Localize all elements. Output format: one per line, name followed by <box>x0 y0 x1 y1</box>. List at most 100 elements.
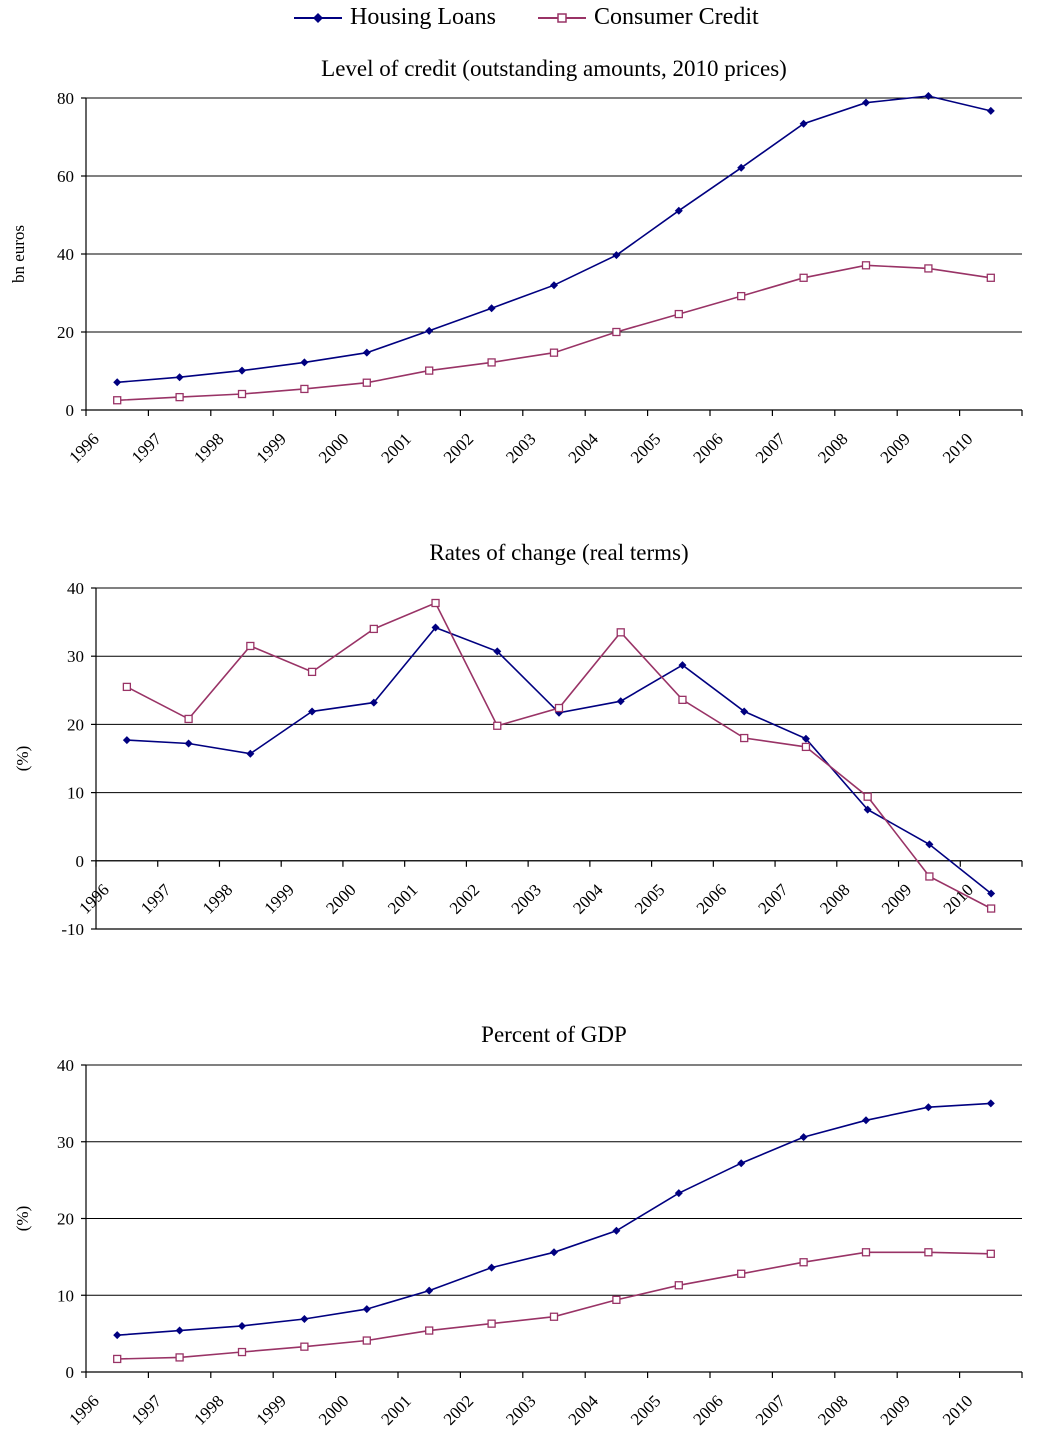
data-point-housing-loans <box>122 736 131 745</box>
x-tick-label: 2005 <box>631 880 668 917</box>
legend-swatch-housing-loans <box>294 12 342 23</box>
x-tick-label: 1998 <box>190 1391 227 1428</box>
chart-title: Rates of change (real terms) <box>429 540 688 565</box>
data-point-housing-loans <box>612 1226 621 1235</box>
x-tick-label: 2002 <box>440 1391 477 1428</box>
y-tick-label: 0 <box>66 1363 75 1382</box>
y-tick-label: 40 <box>57 1056 74 1075</box>
data-point-housing-loans <box>799 1133 808 1142</box>
chart-percent-of-gdp-svg: Percent of GDP (%) 0 10 20 30 40 1996 1997 1998 19… <box>13 1022 1023 1429</box>
chart-level-of-credit: Level of credit (outstanding amounts, 20… <box>0 40 1045 480</box>
data-point-housing-loans <box>300 358 309 367</box>
data-point-housing-loans <box>238 366 246 375</box>
x-tick-label: 1997 <box>128 1391 166 1429</box>
data-point-housing-loans <box>238 1321 246 1330</box>
y-tick-label: 20 <box>67 715 84 734</box>
chart-legend: Housing Loans Consumer Credit <box>0 0 1045 40</box>
data-point-housing-loans <box>986 1099 995 1108</box>
data-point-housing-loans <box>425 1286 434 1295</box>
x-tick-label: 1998 <box>190 429 227 466</box>
x-tick-label: 2008 <box>814 429 851 466</box>
y-tick-label: 30 <box>67 647 84 666</box>
data-point-housing-loans <box>799 119 808 128</box>
data-point-consumer-credit <box>554 703 564 713</box>
chart-percent-of-gdp: Percent of GDP (%) 0 10 20 30 40 1996 1997 1998 19… <box>0 1010 1045 1431</box>
x-tick-label: 2005 <box>627 429 664 466</box>
y-tick-label: 80 <box>57 89 74 108</box>
y-tick-label: 10 <box>57 1286 74 1305</box>
data-point-consumer-credit <box>113 1354 122 1364</box>
data-point-consumer-credit <box>801 742 811 752</box>
data-point-consumer-credit <box>184 714 193 724</box>
x-tick-label: 2004 <box>569 880 607 918</box>
data-point-housing-loans <box>113 1331 122 1340</box>
data-point-housing-loans <box>862 1116 870 1125</box>
x-tick-label: 2009 <box>878 880 915 917</box>
data-point-consumer-credit <box>674 309 683 319</box>
chart-title: Percent of GDP <box>481 1022 627 1047</box>
data-point-consumer-credit <box>307 667 317 677</box>
chart-level-of-credit-svg: Level of credit (outstanding amounts, 20… <box>9 56 1023 467</box>
data-point-housing-loans <box>986 106 995 115</box>
series-line-housing-loans <box>126 626 992 895</box>
chart-title: Level of credit (outstanding amounts, 20… <box>321 56 787 81</box>
data-point-consumer-credit <box>175 1353 184 1362</box>
data-point-housing-loans <box>924 92 933 101</box>
x-tick-label: 1999 <box>261 880 298 917</box>
x-tick-label: 1997 <box>137 880 175 918</box>
data-point-consumer-credit <box>425 366 434 375</box>
x-tick-label: 2002 <box>446 880 483 917</box>
data-point-housing-loans <box>924 1103 933 1112</box>
data-point-consumer-credit <box>986 273 995 282</box>
x-tick-label: 2006 <box>693 880 730 917</box>
data-point-consumer-credit <box>863 792 872 801</box>
x-tick-label: 2002 <box>440 429 477 466</box>
data-point-consumer-credit <box>924 1248 933 1257</box>
x-tick-label: 1998 <box>199 880 236 917</box>
x-tick-label: 2010 <box>939 429 976 466</box>
y-axis-label: bn euros <box>9 225 28 283</box>
data-point-consumer-credit <box>362 1336 371 1345</box>
data-point-consumer-credit <box>431 598 440 608</box>
series-line-housing-loans <box>117 95 991 384</box>
x-tick-label: 2006 <box>689 1391 726 1428</box>
chart-rates-of-change-svg: Rates of change (real terms) (%) -10 0 10 20 3… <box>13 540 1023 939</box>
legend-swatch-consumer-credit <box>538 12 586 23</box>
data-point-housing-loans <box>862 98 870 107</box>
data-point-housing-loans <box>175 1326 184 1335</box>
x-tick-label: 2001 <box>377 1391 414 1428</box>
chart-rates-of-change: Rates of change (real terms) (%) -10 0 10 20 3… <box>0 530 1045 950</box>
data-point-housing-loans <box>674 1189 683 1198</box>
data-point-consumer-credit <box>237 389 247 399</box>
data-point-housing-loans <box>431 623 440 632</box>
y-axis-label: (%) <box>13 746 32 771</box>
data-point-housing-loans <box>300 1315 309 1324</box>
y-tick-label: 30 <box>57 1133 74 1152</box>
data-point-housing-loans <box>246 749 255 758</box>
data-point-housing-loans <box>612 251 621 260</box>
x-tick-label: 2007 <box>752 1391 790 1429</box>
data-point-housing-loans <box>493 647 502 656</box>
x-tick-label: 2009 <box>877 1391 914 1428</box>
data-point-consumer-credit <box>924 264 933 273</box>
data-point-consumer-credit <box>549 1312 559 1321</box>
y-tick-label: 10 <box>67 784 84 803</box>
data-point-consumer-credit <box>300 1342 309 1351</box>
data-point-housing-loans <box>616 697 625 706</box>
data-point-housing-loans <box>925 840 934 849</box>
x-tick-label: 2001 <box>384 880 421 917</box>
data-point-consumer-credit <box>986 904 996 913</box>
x-tick-label: 1999 <box>253 429 290 466</box>
x-tick-label: 2001 <box>377 429 414 466</box>
legend-label-housing-loans: Housing Loans <box>350 4 496 30</box>
data-point-housing-loans <box>369 698 378 707</box>
data-point-consumer-credit <box>122 682 132 692</box>
data-point-housing-loans <box>308 707 317 716</box>
x-tick-label: 2008 <box>816 880 853 917</box>
data-point-consumer-credit <box>549 348 559 357</box>
data-point-housing-loans <box>550 1248 558 1257</box>
data-point-housing-loans <box>487 1263 496 1272</box>
x-tick-label: 2010 <box>939 1391 976 1428</box>
x-tick-label: 2009 <box>877 429 914 466</box>
data-point-consumer-credit <box>487 1319 496 1328</box>
